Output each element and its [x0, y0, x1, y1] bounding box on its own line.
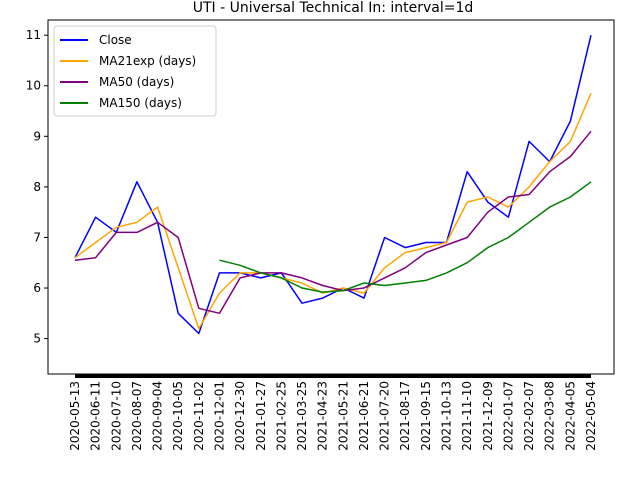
legend-box	[53, 25, 217, 117]
x-axis: 2020-05-13 2020-06-11 2020-07-10 2020-08-07…	[68, 374, 598, 451]
x-tick-label: 2020-08-07	[130, 381, 144, 451]
x-tick-label: 2021-01-27	[254, 381, 268, 451]
series-line-0	[74, 35, 592, 335]
x-tick-band	[75, 374, 591, 378]
y-tick-label: 11	[26, 28, 41, 42]
legend: Close MA21exp (days) MA50 (days) MA150 (day…	[53, 25, 217, 117]
x-tick-label: 2020-07-10	[109, 381, 123, 451]
x-tick-label: 2021-07-20	[378, 381, 392, 451]
x-tick-label: 2021-11-10	[460, 381, 474, 451]
x-tick-label: 2022-03-08	[543, 381, 557, 451]
x-tick-label: 2022-01-07	[501, 381, 515, 451]
x-tick-label: 2021-12-09	[481, 381, 495, 451]
x-tick-label: 2021-10-13	[440, 381, 454, 451]
y-axis: 5 6 7 8 9 10 11	[26, 28, 48, 346]
series-line-1	[74, 93, 592, 330]
legend-label: MA150 (days)	[99, 96, 182, 110]
x-tick-label: 2020-11-02	[192, 381, 206, 451]
y-tick-label: 5	[33, 332, 41, 346]
x-tick-label: 2022-04-05	[563, 381, 577, 451]
x-tick-label: 2021-06-21	[357, 381, 371, 451]
series-line-2	[74, 130, 592, 315]
x-tick-label: 2022-02-07	[522, 381, 536, 451]
legend-label: MA50 (days)	[99, 75, 174, 89]
x-tick-label: 2021-03-25	[295, 381, 309, 451]
legend-label: Close	[99, 33, 132, 47]
series-line-3	[219, 181, 592, 293]
y-tick-label: 8	[33, 180, 41, 194]
x-tick-label: 2021-02-25	[274, 381, 288, 451]
y-tick-label: 10	[26, 79, 41, 93]
y-tick-label: 9	[33, 129, 41, 143]
chart-title: UTI - Universal Technical In: interval=1…	[193, 0, 474, 16]
x-tick-label: 2022-05-04	[584, 381, 598, 451]
x-tick-label: 2020-12-01	[212, 381, 226, 451]
y-tick-label: 6	[33, 281, 41, 295]
x-tick-label: 2020-12-30	[233, 381, 247, 451]
legend-label: MA21exp (days)	[99, 54, 196, 68]
x-tick-label: 2021-09-15	[419, 381, 433, 451]
x-tick-label: 2020-05-13	[68, 381, 82, 451]
x-tick-label: 2020-10-05	[171, 381, 185, 451]
x-tick-label: 2020-09-04	[151, 381, 165, 451]
x-tick-label: 2021-04-23	[316, 381, 330, 451]
x-tick-label: 2021-08-17	[398, 381, 412, 451]
x-tick-label: 2020-06-11	[89, 381, 103, 451]
y-tick-label: 7	[33, 230, 41, 244]
plot-area	[74, 35, 592, 335]
x-tick-label: 2021-05-21	[336, 381, 350, 451]
